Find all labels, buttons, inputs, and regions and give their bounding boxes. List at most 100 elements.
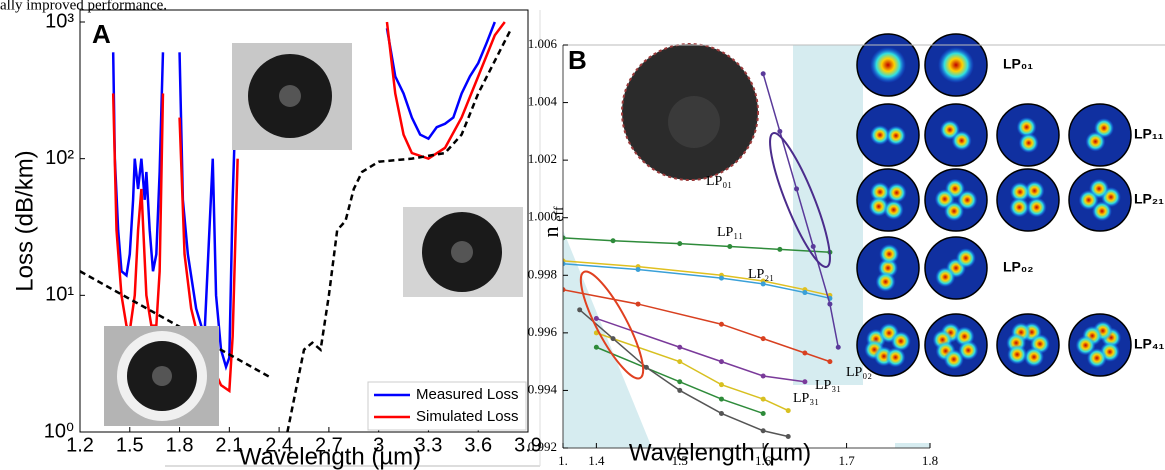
mode-lobe [868,196,889,217]
data-point [718,321,724,327]
data-point [760,410,766,416]
data-point [785,408,791,414]
data-point [760,428,766,434]
data-point [677,241,683,247]
mode-image [856,168,920,232]
data-point [610,336,616,342]
x-axis-label: Wavelength (µm) [629,439,811,466]
mode-lobe [935,266,956,287]
data-point [718,410,724,416]
y-axis-label: n [538,227,563,238]
mode-lobe [1091,201,1112,222]
mode-image [1068,168,1132,232]
mode-lobe [870,47,906,83]
mode-label: LP₀₂ [1003,259,1033,275]
x-tick-label: 2.4 [265,434,293,456]
mode-lobe [944,201,965,222]
x-axis-label: Wavelength (µm) [239,443,421,470]
data-point [727,244,733,249]
series-line [563,260,831,297]
y-tick-label: 1.006 [528,36,558,51]
curve-label: LP₂₁ [748,267,774,282]
mode-label: LP₀₁ [1003,56,1033,72]
legend-label: Measured Loss [416,386,519,403]
data-point [718,275,724,281]
mode-label: LP₂₁ [1134,191,1164,207]
x-tick-label: 3.9 [514,434,542,456]
data-point [760,71,766,77]
panel-label: B [568,45,587,75]
mode-lobe [951,130,972,151]
mode-label: LP₄₁ [1134,336,1165,352]
y-tick-label: 10³ [45,10,74,32]
x-tick-label: 2.1 [215,434,243,456]
x-tick-label: 3.3 [415,434,443,456]
series-line [563,263,831,300]
mode-lobe [955,248,976,269]
y-tick-label: 0.998 [528,266,557,281]
x-tick-label: 2.7 [315,434,343,456]
data-point [760,373,766,379]
curve-label: LP₀₂ [846,365,872,380]
caption-fragment: ally improved performance. [0,0,167,13]
mode-lobe [1024,180,1045,201]
data-point [635,267,641,273]
mode-lobe [1009,197,1030,218]
mode-lobe [879,244,900,265]
x-tick-label: 1.8 [922,453,938,468]
x-tick-label: 3 [373,434,384,456]
fiber-core [668,96,720,148]
series-line [111,21,496,371]
mode-lobe [938,47,974,83]
x-tick-label: 1.8 [166,434,194,456]
curve-label: LP₀₁ [706,174,732,189]
y-tick-label: 1.004 [528,94,558,109]
fiber-core [451,241,473,263]
curve-label: LP₃₁ [793,391,819,406]
data-point [718,396,724,402]
y-axis-label: Loss (dB/km) [11,150,38,291]
highlight-ellipse [769,132,831,268]
y-axis-label-sub: eff [552,206,567,222]
x-tick-label: 1.2 [66,434,94,456]
data-point [827,359,833,365]
data-point [760,281,766,287]
mode-lobe [870,182,890,202]
mode-lobe [885,347,906,368]
mode-lobe [1075,335,1096,356]
mode-image [924,168,988,232]
y-tick-label: 10¹ [45,284,74,306]
data-point [760,396,766,402]
y-tick-label: 10⁰ [44,420,74,442]
data-point [802,350,808,356]
shaded-region [895,443,930,448]
legend-label: Simulated Loss [416,408,519,425]
series-line [563,288,831,363]
x-tick-label: 1.6 [755,453,772,468]
mode-lobe [1016,117,1037,138]
series-line [762,73,839,348]
x-tick-label: 1.4 [588,453,605,468]
highlight-ellipse [579,270,645,380]
data-point [593,315,599,321]
mode-lobe [943,349,964,370]
data-point [827,301,833,307]
mode-lobe [885,125,906,146]
mode-lobe [1007,344,1028,365]
shaded-region [563,230,652,448]
fiber-core [152,366,172,386]
data-point [760,336,766,342]
mode-image [996,168,1060,232]
mode-lobe [1026,197,1047,218]
mode-images: LP₀₁ LP₁₁ LP₂₁ LP₀₂ LP₄₁ [856,33,1165,377]
y-tick-label: 0.994 [528,381,558,396]
data-point [777,246,783,252]
fiber-core [279,85,301,107]
mode-lobe [1085,131,1106,152]
y-tick-label: 1.002 [528,151,557,166]
series-line [563,237,830,254]
legend-box [367,381,527,431]
y-tick-label: 1.000 [528,209,557,224]
mode-lobe [958,340,979,361]
